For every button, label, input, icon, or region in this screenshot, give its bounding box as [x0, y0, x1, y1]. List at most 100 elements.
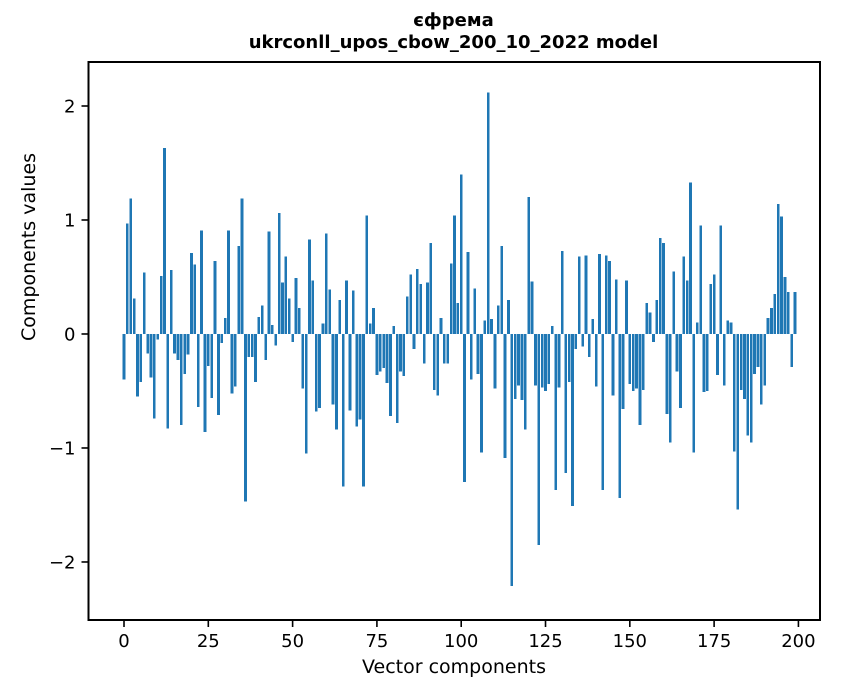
bar: [382, 333, 386, 369]
bar: [702, 333, 706, 393]
bar: [648, 312, 652, 334]
bar: [733, 333, 736, 452]
bar: [729, 322, 733, 334]
bar: [193, 264, 197, 334]
bar: [365, 215, 369, 334]
bar: [449, 263, 453, 334]
bar: [486, 92, 490, 334]
bar: [571, 333, 574, 507]
bar: [753, 333, 756, 374]
bar: [773, 294, 777, 334]
bar: [722, 333, 726, 386]
bar: [473, 288, 477, 334]
bar: [196, 333, 200, 407]
bar: [736, 333, 740, 510]
bar: [611, 333, 615, 396]
bar: [483, 320, 487, 334]
bar: [159, 275, 163, 334]
bar: [675, 333, 679, 372]
bar: [561, 250, 564, 334]
bar: [550, 326, 554, 334]
bar: [163, 148, 166, 334]
bar: [314, 333, 318, 412]
bar: [294, 278, 298, 334]
bar: [790, 333, 794, 368]
y-tick-label: 1: [64, 210, 75, 231]
bar: [466, 251, 470, 334]
bar: [763, 333, 767, 386]
bar: [260, 305, 264, 334]
bar: [665, 333, 669, 414]
bar: [389, 333, 392, 417]
bar: [274, 333, 278, 346]
bar: [446, 333, 450, 364]
bar: [672, 271, 675, 334]
bar: [638, 333, 642, 426]
bar: [692, 333, 696, 453]
bar: [190, 253, 193, 334]
bar: [726, 320, 729, 334]
bar: [631, 333, 635, 391]
bar: [540, 333, 544, 388]
bar: [395, 333, 399, 423]
bar: [598, 254, 601, 334]
bar: [695, 322, 699, 334]
bar: [463, 333, 466, 483]
bar: [392, 326, 396, 334]
x-tick-label: 175: [697, 631, 731, 652]
bar: [746, 333, 750, 436]
bar: [766, 318, 770, 334]
y-tick-label: 2: [64, 97, 75, 118]
bar: [527, 197, 531, 334]
bar: [658, 238, 662, 334]
bar: [476, 333, 480, 374]
bar: [153, 333, 156, 419]
bar: [739, 333, 743, 390]
bar: [240, 198, 244, 334]
bar: [200, 230, 203, 334]
bar: [220, 333, 224, 344]
bar: [469, 333, 473, 380]
bar: [783, 276, 787, 334]
bar: [345, 280, 348, 334]
bar: [682, 256, 686, 334]
bar: [743, 333, 746, 399]
bar: [341, 333, 345, 487]
bar: [335, 333, 338, 430]
bar: [510, 333, 514, 586]
bar: [230, 333, 234, 394]
bar: [436, 333, 439, 396]
bar: [588, 333, 591, 357]
bar: [500, 246, 504, 334]
bar: [507, 299, 510, 334]
x-tick-label: 50: [281, 631, 304, 652]
y-tick-label: −2: [49, 552, 76, 573]
bar: [530, 281, 534, 334]
bar: [668, 333, 672, 443]
bar: [577, 256, 581, 334]
bar: [264, 333, 267, 361]
bar: [244, 333, 247, 502]
x-tick-label: 150: [613, 631, 647, 652]
bar: [567, 333, 571, 382]
bar: [183, 333, 187, 374]
bar: [210, 333, 214, 398]
bar: [328, 289, 332, 334]
bar: [321, 323, 325, 334]
bar: [331, 333, 335, 405]
bar: [432, 333, 436, 390]
x-axis-label: Vector components: [362, 656, 546, 678]
bar: [206, 333, 210, 366]
bar: [641, 333, 645, 390]
bar: [402, 333, 406, 377]
bar: [591, 319, 595, 334]
bar: [770, 307, 773, 334]
bar: [368, 323, 372, 334]
bar: [652, 333, 655, 342]
bar: [362, 333, 365, 487]
bar: [227, 230, 230, 334]
bar: [287, 298, 291, 334]
bar: [298, 307, 301, 334]
